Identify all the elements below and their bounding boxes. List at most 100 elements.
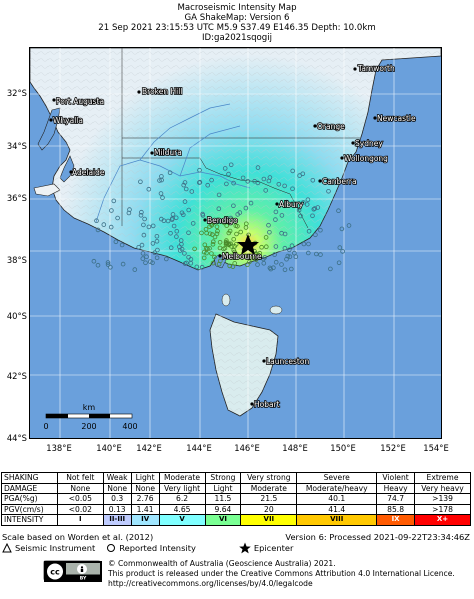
- lon-label-154e: 154°E: [423, 443, 449, 453]
- lon-label-144e: 144°E: [186, 443, 212, 453]
- reported-intensity-marker: [178, 238, 184, 243]
- reported-intensity-marker: [152, 250, 157, 256]
- lon-label-140e: 140°E: [96, 443, 122, 453]
- flinders-island: [269, 305, 283, 315]
- reported-intensity-marker: [291, 250, 297, 256]
- lat-label-44s: 44°S: [6, 433, 27, 443]
- label-wollongong: Wollongong: [344, 154, 388, 163]
- map-panel[interactable]: Tamworth Port Augusta Broken Hill Newcas…: [29, 47, 442, 439]
- reported-intensity-marker: [155, 247, 160, 253]
- damage-cell: None: [56, 482, 104, 494]
- spencer-gulf: [37, 107, 61, 151]
- reported-intensity-marker: [311, 206, 317, 212]
- license-url[interactable]: http://creativecommons.org/licenses/by/4…: [108, 579, 313, 588]
- shaking-cell: Violent: [376, 472, 416, 484]
- pga-row: PGA(%g) <0.05 0.3 2.76 6.2 11.5 21.5 40.…: [1, 493, 471, 505]
- scale-tick-0: 0: [43, 422, 48, 431]
- reported-intensity-marker: [186, 230, 191, 236]
- reported-intensity-marker: [183, 186, 189, 192]
- scale-tick-400: 400: [122, 422, 137, 431]
- pga-cell: 0.3: [102, 493, 132, 505]
- pga-cell: <0.05: [56, 493, 104, 505]
- reported-intensity-marker: [346, 223, 352, 228]
- reported-intensity-marker: [203, 227, 209, 232]
- reported-intensity-marker: [179, 210, 185, 216]
- reported-intensity-marker: [237, 210, 243, 215]
- damage-cell: Heavy: [376, 482, 416, 494]
- reported-intensity-marker: [312, 206, 318, 211]
- label-orange: Orange: [317, 122, 345, 131]
- reported-intensity-marker: [305, 197, 311, 203]
- pgv-cell: 0.13: [102, 503, 132, 515]
- reported-intensity-marker: [289, 243, 295, 249]
- reported-intensity-marker: [101, 222, 107, 227]
- reported-intensity-marker: [214, 224, 220, 230]
- label-launceston: Launceston: [266, 357, 309, 366]
- reported-intensity-marker: [273, 244, 279, 249]
- reported-intensity-marker: [224, 181, 229, 187]
- city-dots: [49, 67, 377, 406]
- reported-intensity-marker: [150, 260, 155, 266]
- damage-cell: Moderate: [240, 482, 298, 494]
- reported-intensity-label: Reported Intensity: [119, 543, 196, 553]
- king-island: [221, 293, 231, 307]
- reported-intensity-marker: [264, 244, 269, 250]
- pgv-cell: 4.65: [158, 503, 206, 515]
- legend-symbols: Seismic Instrument Reported Intensity Ep…: [2, 542, 293, 554]
- version-note: Version 6: Processed 2021-09-22T23:34:46…: [285, 532, 470, 542]
- shaking-cell: Weak: [102, 472, 132, 484]
- reported-intensity-marker: [216, 206, 222, 212]
- reported-intensity-marker: [261, 261, 267, 266]
- damage-label: DAMAGE: [1, 482, 58, 494]
- reported-intensity-marker: [259, 244, 264, 250]
- reported-intensity-marker: [216, 261, 222, 267]
- reported-intensity-marker: [210, 242, 216, 247]
- reported-intensity-marker: [326, 189, 331, 194]
- reported-intensity-marker: [273, 217, 278, 222]
- label-melbourne: Melbourne: [222, 252, 262, 261]
- pga-cell: 40.1: [296, 493, 378, 505]
- reported-intensity-marker: [224, 238, 229, 243]
- reported-intensity-marker: [245, 179, 251, 184]
- reported-intensity-marker: [120, 261, 126, 267]
- reported-intensity-marker: [247, 259, 252, 265]
- reported-intensity-marker: [224, 251, 229, 257]
- reported-intensity-marker: [143, 260, 148, 266]
- reported-intensity-marker: [234, 231, 239, 237]
- reported-intensity-marker: [186, 255, 191, 260]
- reported-intensity-marker: [205, 246, 210, 252]
- reported-intensity-marker: [267, 230, 272, 235]
- scale-tick-200: 200: [81, 422, 96, 431]
- reported-intensity-marker: [304, 202, 310, 207]
- reported-intensity-marker: [168, 245, 174, 251]
- circle-icon: [107, 544, 116, 552]
- reported-intensity-marker: [337, 245, 343, 250]
- reported-intensity-marker: [336, 260, 342, 266]
- svg-text:BY: BY: [80, 575, 87, 581]
- intensity-swatch: IX: [376, 514, 416, 526]
- map-title: Macroseismic Intensity Map: [177, 3, 297, 13]
- reported-intensity-marker: [211, 239, 216, 245]
- reported-intensity-marker: [91, 258, 97, 264]
- reported-intensity-marker: [244, 221, 249, 227]
- pga-label: PGA(%g): [1, 493, 58, 505]
- map-subtitle: GA ShakeMap: Version 6: [184, 13, 290, 23]
- intensity-swatch: VI: [204, 514, 242, 526]
- reported-intensity-marker: [150, 223, 156, 229]
- reported-intensity-marker: [243, 205, 249, 211]
- reported-intensity-marker: [167, 170, 173, 175]
- reported-intensity-marker: [165, 218, 171, 224]
- reported-intensity-marker: [108, 265, 113, 270]
- reported-intensity-marker: [315, 205, 321, 210]
- cc-by-badge[interactable]: cc BY: [43, 560, 102, 582]
- star-icon: [239, 542, 251, 554]
- reported-intensity-marker: [248, 200, 254, 206]
- reported-intensity-marker: [212, 254, 217, 260]
- pgv-cell: 85.8: [376, 503, 416, 515]
- reported-intensity-marker: [146, 224, 152, 230]
- pga-cell: 11.5: [204, 493, 242, 505]
- lon-label-142e: 142°E: [136, 443, 162, 453]
- reported-intensity-marker: [192, 246, 197, 252]
- lat-label-38s: 38°S: [6, 255, 27, 265]
- reported-intensity-marker: [224, 241, 229, 246]
